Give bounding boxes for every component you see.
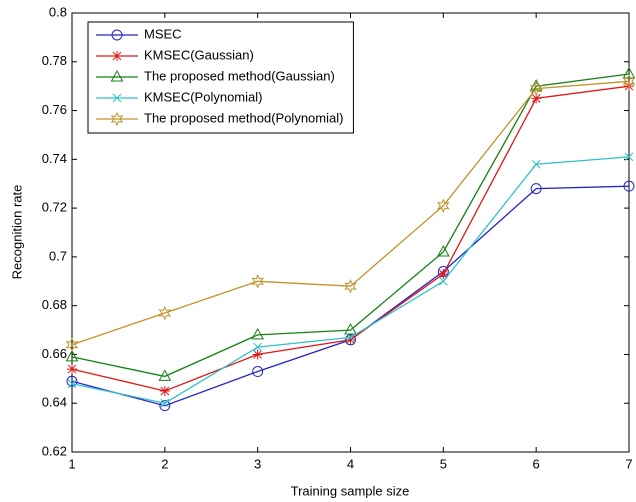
- marker: [65, 349, 79, 362]
- y-tick-label: 0.72: [42, 200, 67, 215]
- y-tick-label: 0.66: [42, 346, 67, 361]
- marker: [65, 337, 79, 352]
- legend-marker: [112, 51, 122, 61]
- series-line: [71, 80, 630, 346]
- marker: [160, 398, 170, 408]
- marker: [623, 180, 635, 192]
- marker: [158, 369, 172, 381]
- legend-marker: [112, 93, 122, 103]
- y-tick-label: 0.64: [42, 395, 67, 410]
- legend-label: The proposed method(Polynomial): [144, 110, 343, 125]
- legend-marker: [110, 111, 124, 127]
- marker: [159, 400, 171, 412]
- legend-label: KMSEC(Gaussian): [144, 47, 254, 62]
- marker: [344, 278, 357, 294]
- legend-label: The proposed method(Gaussian): [144, 68, 335, 83]
- legend: MSEC KMSEC(Gaussian) The proposed method(G…: [87, 21, 354, 134]
- marker: [530, 183, 542, 195]
- series-line: [71, 73, 630, 378]
- marker: [253, 342, 263, 352]
- x-tick-label: 6: [533, 456, 540, 471]
- y-tick-label: 0.8: [49, 4, 67, 19]
- y-tick-label: 0.78: [42, 53, 67, 68]
- x-tick-label: 2: [161, 456, 168, 471]
- x-tick-label: 3: [254, 456, 261, 471]
- y-tick-label: 0.68: [42, 297, 67, 312]
- marker: [67, 379, 77, 389]
- marker: [531, 159, 541, 169]
- x-tick-label: 5: [440, 456, 447, 471]
- marker: [622, 74, 636, 89]
- marker: [251, 327, 265, 340]
- marker: [438, 276, 448, 286]
- marker: [624, 152, 634, 162]
- x-axis-label: Training sample size: [291, 483, 410, 498]
- legend-marker: [110, 69, 124, 82]
- y-axis-label: Recognition rate: [9, 185, 24, 280]
- marker: [344, 323, 357, 335]
- y-tick-label: 0.62: [42, 443, 67, 458]
- marker: [437, 198, 450, 213]
- x-tick-label: 1: [68, 456, 75, 471]
- marker: [438, 268, 449, 279]
- legend-label: MSEC: [144, 26, 182, 41]
- marker: [66, 375, 78, 387]
- marker: [159, 386, 170, 397]
- x-tick-label: 4: [347, 456, 354, 471]
- legend-marker: [111, 29, 123, 41]
- marker: [622, 66, 636, 79]
- marker: [345, 334, 356, 345]
- marker: [67, 364, 77, 375]
- marker: [252, 366, 264, 378]
- marker: [346, 333, 355, 342]
- marker: [529, 79, 543, 91]
- x-tick-label: 7: [625, 456, 632, 471]
- legend-label: KMSEC(Polynomial): [144, 89, 262, 104]
- marker: [531, 93, 542, 104]
- marker: [529, 81, 543, 96]
- y-tick-label: 0.7: [49, 248, 67, 263]
- marker: [252, 349, 263, 360]
- marker: [251, 274, 264, 289]
- marker: [158, 305, 172, 321]
- y-tick-label: 0.74: [42, 151, 67, 166]
- marker: [436, 244, 450, 257]
- y-tick-label: 0.76: [42, 102, 67, 117]
